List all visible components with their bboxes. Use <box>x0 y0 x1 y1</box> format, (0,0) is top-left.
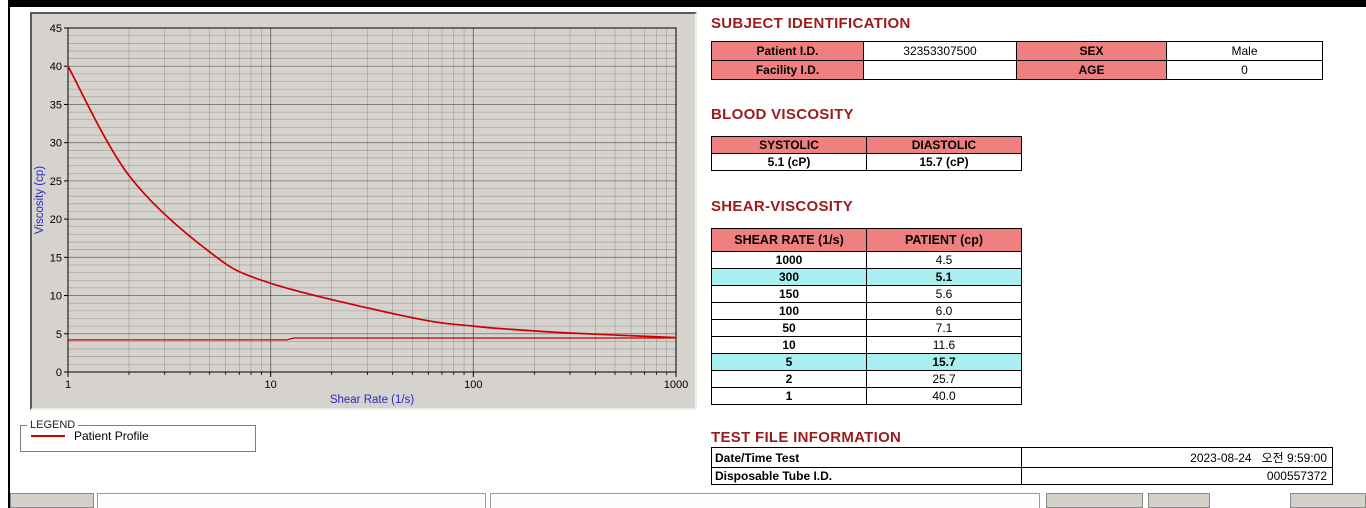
chart-panel: 0 5 10 15 20 25 30 35 40 45 1 10 100 1000 Shear Rate (… <box>30 12 697 410</box>
shear-rate-cell: 50 <box>711 319 867 337</box>
svg-text:45: 45 <box>50 23 62 35</box>
shear-rate-cell: 300 <box>711 268 867 286</box>
svg-text:10: 10 <box>265 379 277 391</box>
bottom-panel-fragment[interactable] <box>10 493 94 508</box>
date-time-label-cell: Date/Time Test <box>711 447 1022 468</box>
blood-viscosity-table: SYSTOLIC DIASTOLIC 5.1 (cP) 15.7 (cP) <box>711 136 1022 171</box>
shear-row: 150 5.6 <box>711 285 1022 303</box>
age-label-cell: AGE <box>1016 60 1167 80</box>
shear-row: 10 11.6 <box>711 336 1022 354</box>
bottom-panel-fragment <box>490 493 1040 508</box>
subject-identification-table: Patient I.D. 32353307500 SEX Male Facili… <box>711 41 1323 80</box>
shear-viscosity-title: SHEAR-VISCOSITY <box>711 198 854 215</box>
table-row: 5.1 (cP) 15.7 (cP) <box>711 153 1022 171</box>
patient-value-cell: 5.6 <box>866 285 1022 303</box>
patient-value-cell: 25.7 <box>866 370 1022 388</box>
shear-rate-cell: 1 <box>711 387 867 405</box>
shear-row: 2 25.7 <box>711 370 1022 388</box>
test-file-information-title: TEST FILE INFORMATION <box>711 429 902 446</box>
shear-rate-cell: 5 <box>711 353 867 371</box>
svg-text:30: 30 <box>50 138 62 150</box>
bottom-panel-fragment[interactable] <box>1046 493 1143 508</box>
legend-entry: Patient Profile <box>21 429 255 443</box>
bottom-panel-fragment[interactable] <box>1290 493 1366 508</box>
legend-line-swatch <box>31 435 65 437</box>
age-value-cell: 0 <box>1166 60 1323 80</box>
sex-label-cell: SEX <box>1016 41 1167 61</box>
svg-text:20: 20 <box>50 214 62 226</box>
shear-row: 1000 4.5 <box>711 251 1022 269</box>
bottom-panel-fragment <box>97 493 486 508</box>
viscosity-chart: 0 5 10 15 20 25 30 35 40 45 1 10 100 1000 Shear Rate (… <box>34 23 688 406</box>
patient-value-cell: 15.7 <box>866 353 1022 371</box>
svg-text:100: 100 <box>464 379 482 391</box>
shear-row-highlighted: 300 5.1 <box>711 268 1022 286</box>
table-row: Date/Time Test 2023-08-24 오전 9:59:00 <box>711 447 1333 468</box>
patient-column-header: PATIENT (cp) <box>866 228 1022 252</box>
test-file-information-table: Date/Time Test 2023-08-24 오전 9:59:00 Dis… <box>711 447 1333 485</box>
shear-rate-cell: 1000 <box>711 251 867 269</box>
svg-text:Viscosity (cp): Viscosity (cp) <box>34 166 46 234</box>
facility-id-label-cell: Facility I.D. <box>711 60 864 80</box>
subject-identification-title: SUBJECT IDENTIFICATION <box>711 15 911 32</box>
table-row: Patient I.D. 32353307500 SEX Male <box>711 41 1323 61</box>
systolic-value-cell: 5.1 (cP) <box>711 153 867 171</box>
diastolic-label-cell: DIASTOLIC <box>866 136 1022 154</box>
shear-rate-cell: 150 <box>711 285 867 303</box>
shear-rate-column-header: SHEAR RATE (1/s) <box>711 228 867 252</box>
blood-viscosity-title: BLOOD VISCOSITY <box>711 106 854 123</box>
svg-text:Shear Rate (1/s): Shear Rate (1/s) <box>330 394 415 406</box>
window-top-edge <box>10 0 1366 7</box>
svg-text:5: 5 <box>56 329 62 341</box>
patient-value-cell: 5.1 <box>866 268 1022 286</box>
patient-value-cell: 4.5 <box>866 251 1022 269</box>
shear-rate-cell: 100 <box>711 302 867 320</box>
shear-rate-cell: 10 <box>711 336 867 354</box>
table-header-row: SHEAR RATE (1/s) PATIENT (cp) <box>711 228 1022 252</box>
shear-row: 100 6.0 <box>711 302 1022 320</box>
window-left-edge <box>8 0 10 508</box>
patient-value-cell: 40.0 <box>866 387 1022 405</box>
table-row: Disposable Tube I.D. 000557372 <box>711 467 1333 485</box>
facility-id-value-cell <box>863 60 1017 80</box>
tube-id-label-cell: Disposable Tube I.D. <box>711 467 1022 485</box>
table-row: SYSTOLIC DIASTOLIC <box>711 136 1022 154</box>
svg-text:35: 35 <box>50 99 62 111</box>
shear-viscosity-table: SHEAR RATE (1/s) PATIENT (cp) 1000 4.5 3… <box>711 228 1022 405</box>
sex-value-cell: Male <box>1166 41 1323 61</box>
patient-value-cell: 11.6 <box>866 336 1022 354</box>
legend-box: LEGEND Patient Profile <box>20 419 256 452</box>
table-row: Facility I.D. AGE 0 <box>711 60 1323 80</box>
legend-series-label: Patient Profile <box>74 429 149 443</box>
patient-value-cell: 7.1 <box>866 319 1022 337</box>
systolic-label-cell: SYSTOLIC <box>711 136 867 154</box>
svg-text:0: 0 <box>56 367 62 379</box>
diastolic-value-cell: 15.7 (cP) <box>866 153 1022 171</box>
svg-text:1: 1 <box>65 379 71 391</box>
legend-title: LEGEND <box>30 419 76 431</box>
shear-rate-cell: 2 <box>711 370 867 388</box>
svg-text:10: 10 <box>50 291 62 303</box>
patient-id-value-cell: 32353307500 <box>863 41 1017 61</box>
shear-row-highlighted: 5 15.7 <box>711 353 1022 371</box>
svg-text:1000: 1000 <box>664 379 688 391</box>
shear-row: 1 40.0 <box>711 387 1022 405</box>
date-time-value-cell: 2023-08-24 오전 9:59:00 <box>1021 447 1333 468</box>
svg-text:25: 25 <box>50 176 62 188</box>
svg-text:15: 15 <box>50 252 62 264</box>
patient-value-cell: 6.0 <box>866 302 1022 320</box>
patient-id-label-cell: Patient I.D. <box>711 41 864 61</box>
svg-text:40: 40 <box>50 61 62 73</box>
shear-row: 50 7.1 <box>711 319 1022 337</box>
bottom-panel-fragment[interactable] <box>1148 493 1210 508</box>
tube-id-value-cell: 000557372 <box>1021 467 1333 485</box>
